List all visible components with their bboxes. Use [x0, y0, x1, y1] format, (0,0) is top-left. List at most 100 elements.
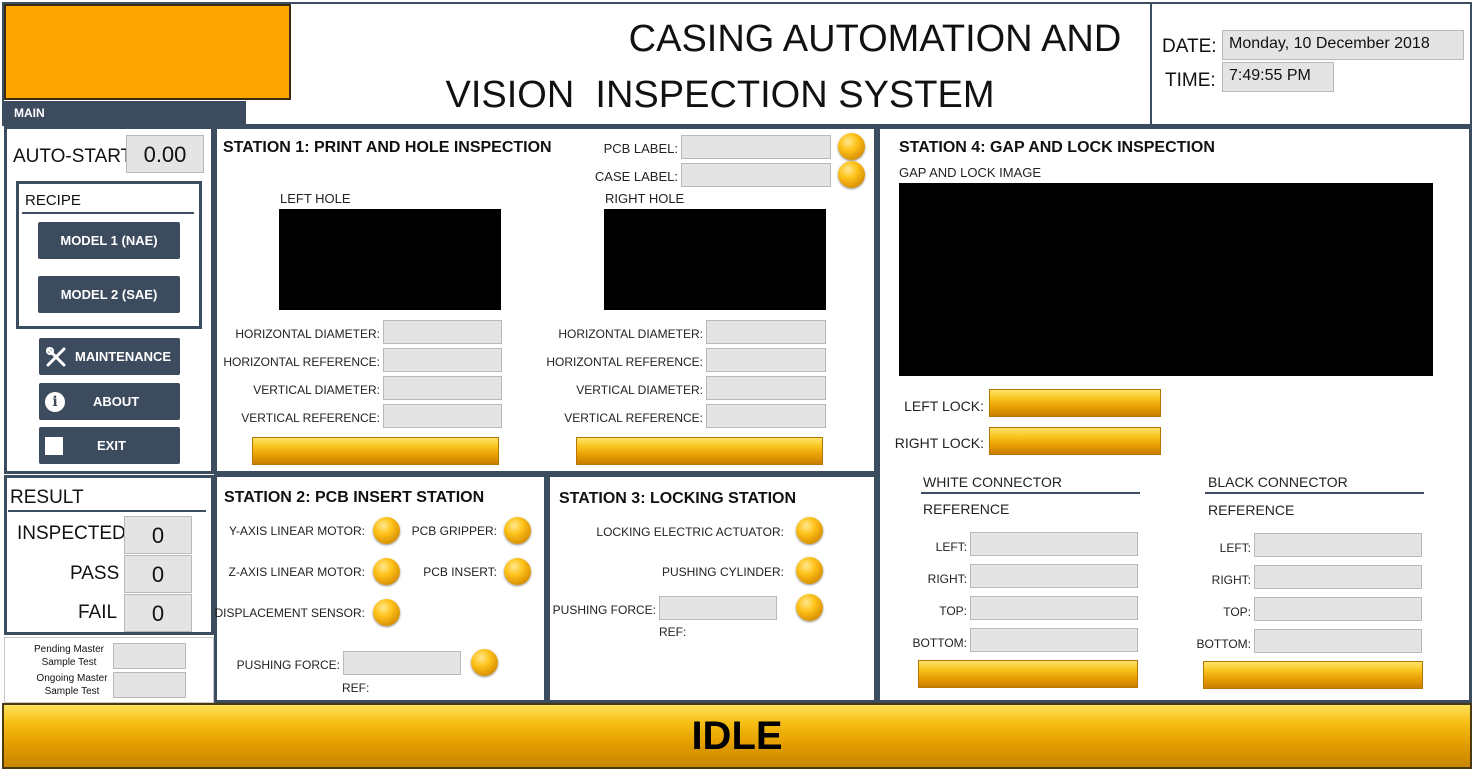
- left-v-diameter-label: VERTICAL DIAMETER:: [253, 383, 380, 397]
- case-label-indicator: [838, 161, 865, 188]
- black-connector-underline: [1205, 492, 1424, 494]
- date-value: Monday, 10 December 2018: [1222, 30, 1464, 60]
- white-connector-status-bar: [918, 660, 1138, 688]
- left-hole-image: [279, 209, 501, 310]
- white-reference-label: REFERENCE: [923, 501, 1010, 517]
- about-button[interactable]: i ABOUT: [39, 383, 180, 420]
- maintenance-button[interactable]: MAINTENANCE: [39, 338, 180, 375]
- info-icon: i: [45, 391, 65, 412]
- s2-ref-label: REF:: [342, 681, 370, 695]
- recipe-underline: [22, 212, 194, 214]
- station3-title: STATION 3: LOCKING STATION: [559, 490, 797, 507]
- ongoing-master-line2: Sample Test: [44, 686, 100, 697]
- white-bottom-label: BOTTOM:: [912, 636, 967, 650]
- black-connector-status-bar: [1203, 661, 1423, 689]
- black-reference-label: REFERENCE: [1208, 502, 1295, 518]
- model2-button[interactable]: MODEL 2 (SAE): [38, 276, 180, 313]
- date-label: DATE:: [1162, 36, 1217, 57]
- actuator-label: LOCKING ELECTRIC ACTUATOR:: [596, 525, 784, 539]
- displacement-sensor-label: DISPLACEMENT SENSOR:: [214, 606, 365, 620]
- autostart-value: 0.00: [126, 135, 204, 173]
- left-v-reference-value: [383, 404, 502, 428]
- pending-master-value: [113, 643, 186, 669]
- inspected-label: INSPECTED: [17, 523, 126, 544]
- exit-button-label: EXIT: [97, 438, 126, 453]
- ongoing-master-value: [113, 672, 186, 698]
- s2-pushing-force-value: [343, 651, 461, 675]
- result-title: RESULT: [10, 487, 84, 508]
- station4-title: STATION 4: GAP AND LOCK INSPECTION: [899, 139, 1215, 156]
- master-sample-panel: [4, 637, 214, 703]
- left-lock-label: LEFT LOCK:: [904, 398, 984, 414]
- left-h-reference-label: HORIZONTAL REFERENCE:: [223, 355, 380, 369]
- left-h-diameter-value: [383, 320, 502, 344]
- station1-title: STATION 1: PRINT AND HOLE INSPECTION: [223, 139, 552, 156]
- exit-button[interactable]: EXIT: [39, 427, 180, 464]
- black-left-label: LEFT:: [1219, 541, 1251, 555]
- white-top-label: TOP:: [939, 604, 967, 618]
- page-title-line1: CASING AUTOMATION AND: [628, 18, 1122, 60]
- black-bottom-label: BOTTOM:: [1196, 637, 1251, 651]
- pcb-insert-label: PCB INSERT:: [423, 565, 497, 579]
- recipe-label: RECIPE: [25, 192, 81, 209]
- inspected-value: 0: [124, 516, 192, 554]
- pending-master-label: Pending Master Sample Test: [24, 643, 114, 669]
- right-h-reference-label: HORIZONTAL REFERENCE:: [546, 355, 703, 369]
- right-v-diameter-value: [706, 376, 826, 400]
- white-left-value: [970, 532, 1138, 556]
- left-v-diameter-value: [383, 376, 502, 400]
- left-lock-status-bar: [989, 389, 1161, 417]
- gap-lock-image-label: GAP AND LOCK IMAGE: [899, 165, 1042, 180]
- case-label-label: CASE LABEL:: [594, 169, 678, 184]
- right-h-diameter-value: [706, 320, 826, 344]
- white-connector-underline: [921, 492, 1140, 494]
- s3-pushing-force-value: [659, 596, 777, 620]
- left-h-reference-value: [383, 348, 502, 372]
- exit-icon: [45, 436, 63, 455]
- time-label: TIME:: [1165, 70, 1216, 91]
- right-v-reference-value: [706, 404, 826, 428]
- black-connector-title: BLACK CONNECTOR: [1208, 474, 1348, 490]
- cylinder-indicator: [796, 557, 823, 584]
- right-lock-label: RIGHT LOCK:: [894, 435, 984, 451]
- s3-pushing-force-label: PUSHING FORCE:: [552, 603, 656, 617]
- right-hole-image: [604, 209, 826, 310]
- white-connector-title: WHITE CONNECTOR: [923, 474, 1062, 490]
- z-motor-indicator: [373, 558, 400, 585]
- gap-lock-image: [899, 183, 1433, 376]
- case-label-value: [681, 163, 831, 187]
- y-motor-indicator: [373, 517, 400, 544]
- time-value: 7:49:55 PM: [1222, 62, 1334, 92]
- recipe-group: [16, 181, 202, 329]
- tab-main[interactable]: MAIN: [4, 101, 246, 125]
- model1-button[interactable]: MODEL 1 (NAE): [38, 222, 180, 259]
- ongoing-master-label: Ongoing Master Sample Test: [24, 672, 120, 698]
- pass-value: 0: [124, 555, 192, 593]
- pcb-label-label: PCB LABEL:: [603, 141, 678, 156]
- page-title-line2: VISION INSPECTION SYSTEM: [445, 74, 995, 116]
- white-bottom-value: [970, 628, 1138, 652]
- black-right-label: RIGHT:: [1211, 573, 1251, 587]
- pcb-gripper-label: PCB GRIPPER:: [411, 524, 497, 538]
- station2-title: STATION 2: PCB INSERT STATION: [224, 489, 485, 506]
- cylinder-label: PUSHING CYLINDER:: [661, 565, 784, 579]
- maintenance-button-label: MAINTENANCE: [75, 349, 172, 364]
- tools-icon: [45, 346, 67, 368]
- black-top-value: [1254, 597, 1422, 621]
- white-left-label: LEFT:: [935, 540, 967, 554]
- about-button-label: ABOUT: [93, 394, 140, 409]
- status-bar: IDLE: [2, 703, 1472, 769]
- white-top-value: [970, 596, 1138, 620]
- pending-master-line2: Sample Test: [41, 657, 97, 668]
- status-text: IDLE: [691, 713, 783, 758]
- left-h-diameter-label: HORIZONTAL DIAMETER:: [235, 327, 380, 341]
- station3-panel: [547, 474, 877, 703]
- fail-label: FAIL: [78, 602, 118, 623]
- s2-pushing-force-indicator: [471, 649, 498, 676]
- white-right-value: [970, 564, 1138, 588]
- pending-master-line1: Pending Master: [33, 644, 105, 655]
- s3-ref-label: REF:: [659, 625, 687, 639]
- left-hole-label: LEFT HOLE: [280, 191, 351, 206]
- s3-pushing-force-indicator: [796, 594, 823, 621]
- left-v-reference-label: VERTICAL REFERENCE:: [241, 411, 380, 425]
